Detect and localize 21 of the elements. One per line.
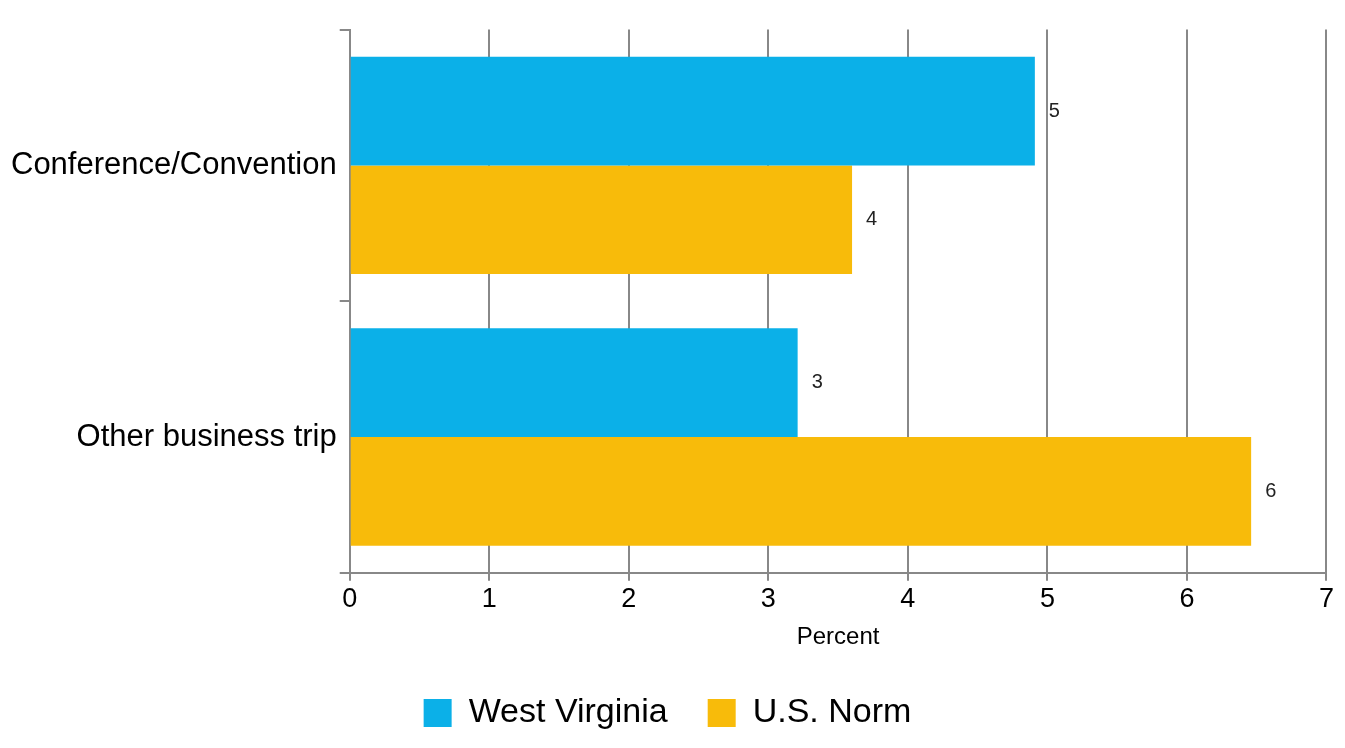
x-tick-label: 5 <box>1039 583 1055 614</box>
y-tick-label: Conference/Convention <box>10 145 337 181</box>
data-label: 5 <box>1048 98 1060 121</box>
data-label: 3 <box>811 370 823 393</box>
x-axis-title: Percent <box>796 622 880 650</box>
x-tick-label: 6 <box>1179 583 1195 614</box>
y-tick-label: Other business trip <box>76 417 337 453</box>
bar <box>350 328 798 437</box>
x-tick-label: 4 <box>900 583 916 614</box>
x-tick-label: 1 <box>481 583 497 614</box>
bar <box>350 56 1035 166</box>
bar <box>350 165 853 275</box>
x-tick-label: 0 <box>342 583 358 614</box>
legend-label: West Virginia <box>468 691 668 730</box>
legend-label: U.S. Norm <box>752 691 912 730</box>
bar <box>350 437 1252 546</box>
data-label: 6 <box>1265 478 1277 501</box>
x-tick-label: 2 <box>621 583 637 614</box>
x-tick-label: 7 <box>1318 583 1335 614</box>
data-label: 4 <box>866 207 878 230</box>
x-tick-label: 3 <box>760 583 776 614</box>
